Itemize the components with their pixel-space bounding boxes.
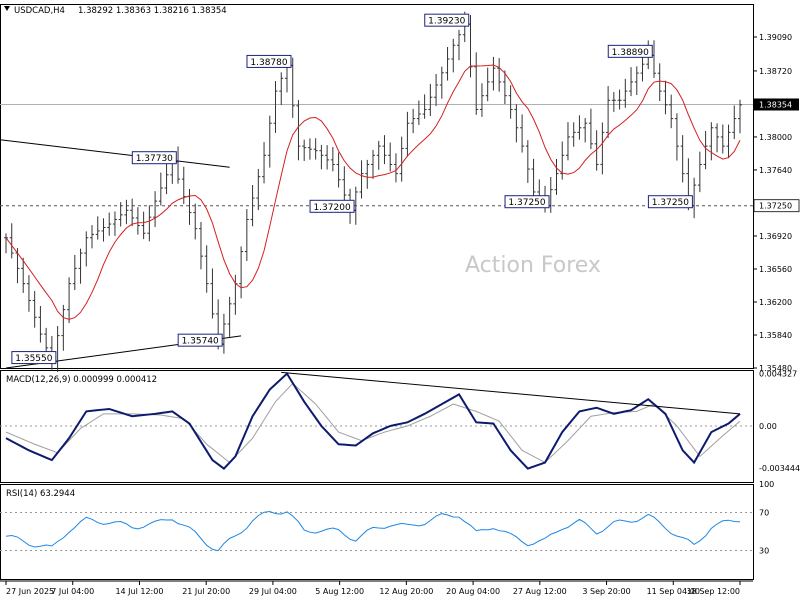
y-tick-label: 1.36200	[759, 298, 792, 307]
macd-trendline	[281, 371, 741, 415]
level-label-box	[246, 54, 292, 68]
price-level-annotations: 1.39230 1.38780 1.38890 1.37730 1.37200 1.372…	[11, 13, 695, 365]
x-tick-label: 3 Sep 20:00	[582, 587, 630, 596]
level-label: 1.38890	[612, 48, 649, 58]
x-tick-label: 29 Jul 04:00	[249, 587, 297, 596]
level-label-box	[177, 333, 223, 347]
macd-tick-label: 0.004327	[759, 369, 797, 378]
level-label: 1.39230	[428, 17, 465, 27]
dropdown-triangle-icon	[4, 6, 10, 11]
rsi-panel	[0, 511, 753, 552]
y-tick-label: 1.35480	[759, 364, 792, 373]
y-tick-label: 1.37640	[759, 166, 792, 175]
x-tick-label: 20 Aug 04:00	[446, 587, 500, 596]
y-tick-label: 1.38000	[759, 133, 792, 142]
x-tick-label: 27 Aug 12:00	[513, 587, 567, 596]
y-tick-label: 1.38720	[759, 67, 792, 76]
price-bars	[4, 11, 742, 372]
support-price-box	[753, 199, 800, 213]
x-tick-label: 7 Jul 04:00	[51, 587, 94, 596]
macd-line	[5, 372, 741, 470]
moving-average	[5, 64, 741, 320]
panel-frames	[0, 4, 754, 580]
y-tick-label: 1.37250	[759, 202, 792, 211]
level-label: 1.37250	[508, 198, 545, 208]
x-tick-label: 14 Jul 12:00	[115, 587, 163, 596]
moving-average-line	[5, 64, 741, 320]
level-label-box	[607, 44, 653, 58]
main-panel-frame	[0, 4, 754, 369]
level-label: 1.37730	[136, 154, 173, 164]
macd-tick-label: -0.003444	[759, 464, 800, 473]
rsi-tick-label: 70	[759, 509, 769, 518]
y-axes: 1.39090 1.38720 1.38000 1.37640 1.37250 1.369…	[753, 33, 800, 556]
level-label: 1.37200	[313, 203, 350, 213]
rsi-title: RSI(14) 63.2944	[6, 489, 75, 499]
symbol-title: USDCAD,H4	[14, 6, 65, 16]
main-header: USDCAD,H4 1.38292 1.38363 1.38216 1.3835…	[4, 6, 227, 16]
level-label: 1.35550	[15, 354, 52, 364]
macd-panel	[0, 371, 753, 470]
upper-trendline	[0, 139, 230, 168]
level-label-box	[309, 199, 355, 213]
level-label-box	[647, 195, 693, 209]
level-label: 1.38780	[250, 58, 287, 68]
rsi-tick-label: 100	[759, 480, 774, 489]
x-tick-label: 27 Jun 2025	[6, 587, 54, 596]
level-label-box	[131, 151, 177, 165]
rsi-line	[5, 511, 741, 552]
level-label: 1.37250	[652, 198, 689, 208]
watermark: Action Forex	[465, 253, 601, 278]
header-ohlc-values: 1.38292 1.38363 1.38216 1.38354	[78, 6, 227, 16]
x-tick-label: 11 Sep 04:00	[647, 587, 700, 596]
rsi-tick-label: 30	[759, 547, 769, 556]
x-tick-label: 5 Aug 12:00	[315, 587, 364, 596]
y-tick-label: 1.39090	[759, 33, 792, 42]
level-label-box	[11, 351, 57, 365]
y-tick-label: 1.35840	[759, 331, 792, 340]
macd-tick-label: 0.00	[759, 422, 777, 431]
x-tick-label: 12 Aug 20:00	[379, 587, 433, 596]
current-price-label: 1.38354	[759, 100, 792, 109]
level-label-box	[504, 195, 550, 209]
x-tick-label: 18 Sep 12:00	[687, 587, 740, 596]
y-tick-label: 1.36560	[759, 265, 792, 274]
current-price-box	[754, 98, 799, 111]
y-tick-label: 1.36920	[759, 232, 792, 241]
macd-title: MACD(12,26,9) 0.000999 0.000412	[6, 375, 157, 385]
x-tick-label: 21 Jul 20:00	[182, 587, 230, 596]
level-label: 1.35740	[182, 337, 219, 347]
level-label-box	[424, 13, 470, 27]
rsi-panel-frame	[0, 484, 754, 580]
